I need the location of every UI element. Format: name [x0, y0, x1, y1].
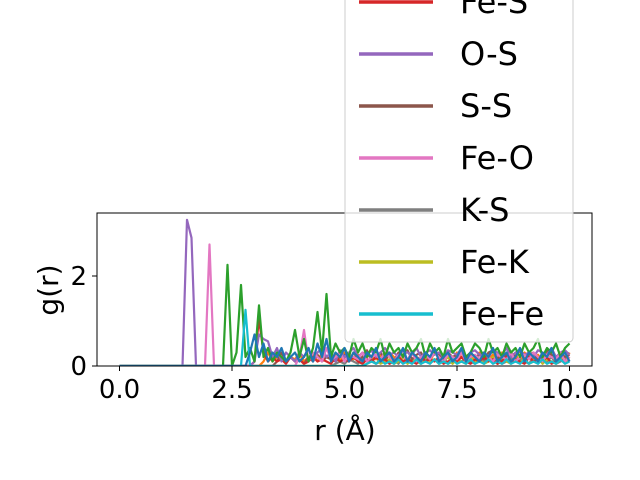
- legend-label-fe-k: Fe-K: [460, 243, 530, 281]
- legend-box: [344, 0, 574, 343]
- x-axis-label: r (Å): [314, 413, 375, 447]
- x-tick-label: 0.0: [99, 375, 140, 405]
- x-tick-label: 5.0: [324, 375, 365, 405]
- y-tick-label: 0: [70, 352, 87, 382]
- x-tick-label: 10.0: [541, 375, 599, 405]
- series-line-k-o: [119, 351, 571, 366]
- legend-label-fe-o: Fe-O: [460, 139, 534, 177]
- series-layer: [119, 218, 571, 366]
- y-tick-label: 2: [70, 262, 87, 292]
- series-line-fe-fe: [119, 308, 571, 366]
- legend-label-k-s: K-S: [460, 191, 509, 229]
- legend: Fe-S O-S S-S Fe-O K-S Fe-K Fe-Fe: [344, 0, 574, 343]
- legend-label-fe-fe: Fe-Fe: [460, 295, 544, 333]
- x-tick-label: 2.5: [211, 375, 252, 405]
- series-line-fe-o: [119, 243, 571, 366]
- y-axis-label: g(r): [32, 264, 65, 315]
- series-line-k-k: [119, 333, 571, 366]
- legend-label-o-s: O-S: [460, 35, 518, 73]
- x-tick-label: 7.5: [436, 375, 477, 405]
- legend-label-s-s: S-S: [460, 87, 512, 125]
- legend-label-fe-s: Fe-S: [460, 0, 528, 21]
